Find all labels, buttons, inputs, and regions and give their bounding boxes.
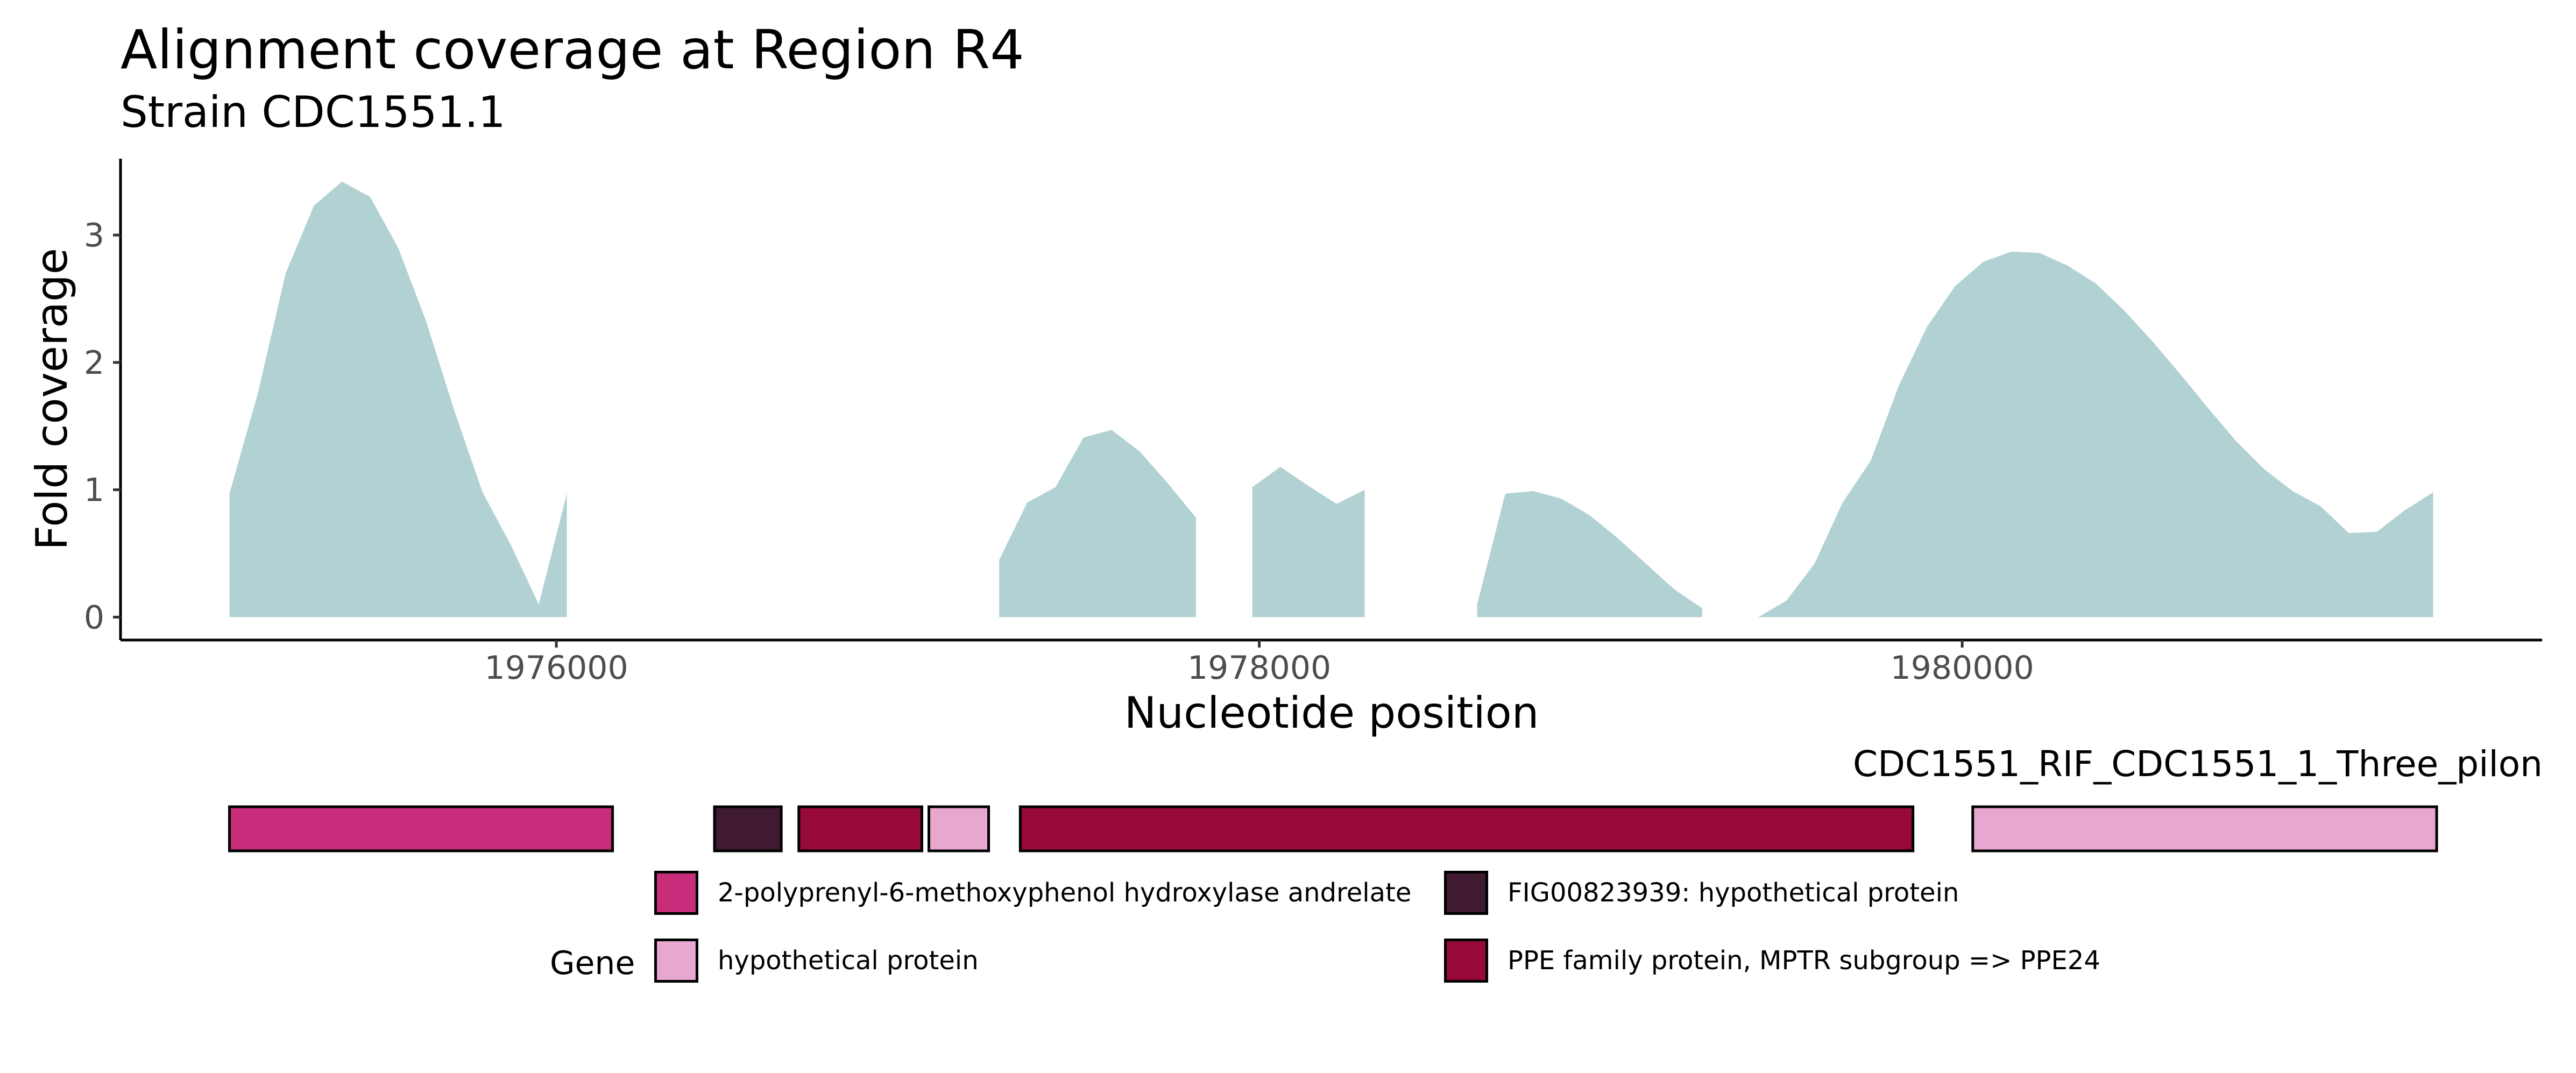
y-tick-label: 1 [84, 472, 104, 509]
legend-key [1444, 871, 1488, 915]
y-tick-label: 0 [84, 599, 104, 636]
chart-subtitle: Strain CDC1551.1 [121, 87, 506, 137]
gene-block [1971, 805, 2438, 852]
coverage-area [229, 181, 567, 617]
legend-label: PPE family protein, MPTR subgroup => PPE… [1508, 946, 2100, 976]
legend-key [1444, 939, 1488, 983]
legend-label: hypothetical protein [718, 946, 979, 976]
gene-block [1018, 805, 1915, 852]
track-label: CDC1551_RIF_CDC1551_1_Three_pilon [1852, 743, 2543, 785]
coverage-areas [229, 181, 2433, 617]
y-tick-label: 3 [84, 217, 104, 254]
coverage-area [1477, 491, 1702, 617]
legend-item: hypothetical protein [654, 939, 979, 983]
gene-block [228, 805, 614, 852]
x-axis-title: Nucleotide position [1124, 688, 1539, 738]
legend-key [654, 939, 698, 983]
legend-label: FIG00823939: hypothetical protein [1508, 878, 1959, 908]
legend-title: Gene [550, 944, 635, 982]
x-tick-label: 1980000 [1891, 649, 2034, 687]
legend-item: FIG00823939: hypothetical protein [1444, 871, 1959, 915]
legend-item: 2-polyprenyl-6-methoxyphenol hydroxylase… [654, 871, 1411, 915]
legend-key [654, 871, 698, 915]
y-tick-label: 2 [84, 344, 104, 382]
x-tick-label: 1976000 [484, 649, 628, 687]
legend-item: PPE family protein, MPTR subgroup => PPE… [1444, 939, 2100, 983]
legend-label: 2-polyprenyl-6-methoxyphenol hydroxylase… [718, 878, 1412, 908]
y-ticks: 0 1 2 3 [84, 217, 121, 636]
chart-title: Alignment coverage at Region R4 [121, 18, 1024, 81]
gene-block [797, 805, 923, 852]
x-ticks: 1976000 1978000 1980000 [484, 640, 2034, 687]
gene-block [713, 805, 783, 852]
x-tick-label: 1978000 [1187, 649, 1331, 687]
gene-track [228, 805, 2438, 852]
coverage-area [1758, 251, 2433, 617]
y-axis-title: Fold coverage [27, 248, 77, 550]
coverage-area [999, 430, 1196, 617]
gene-block [928, 805, 990, 852]
coverage-area [1252, 467, 1365, 617]
